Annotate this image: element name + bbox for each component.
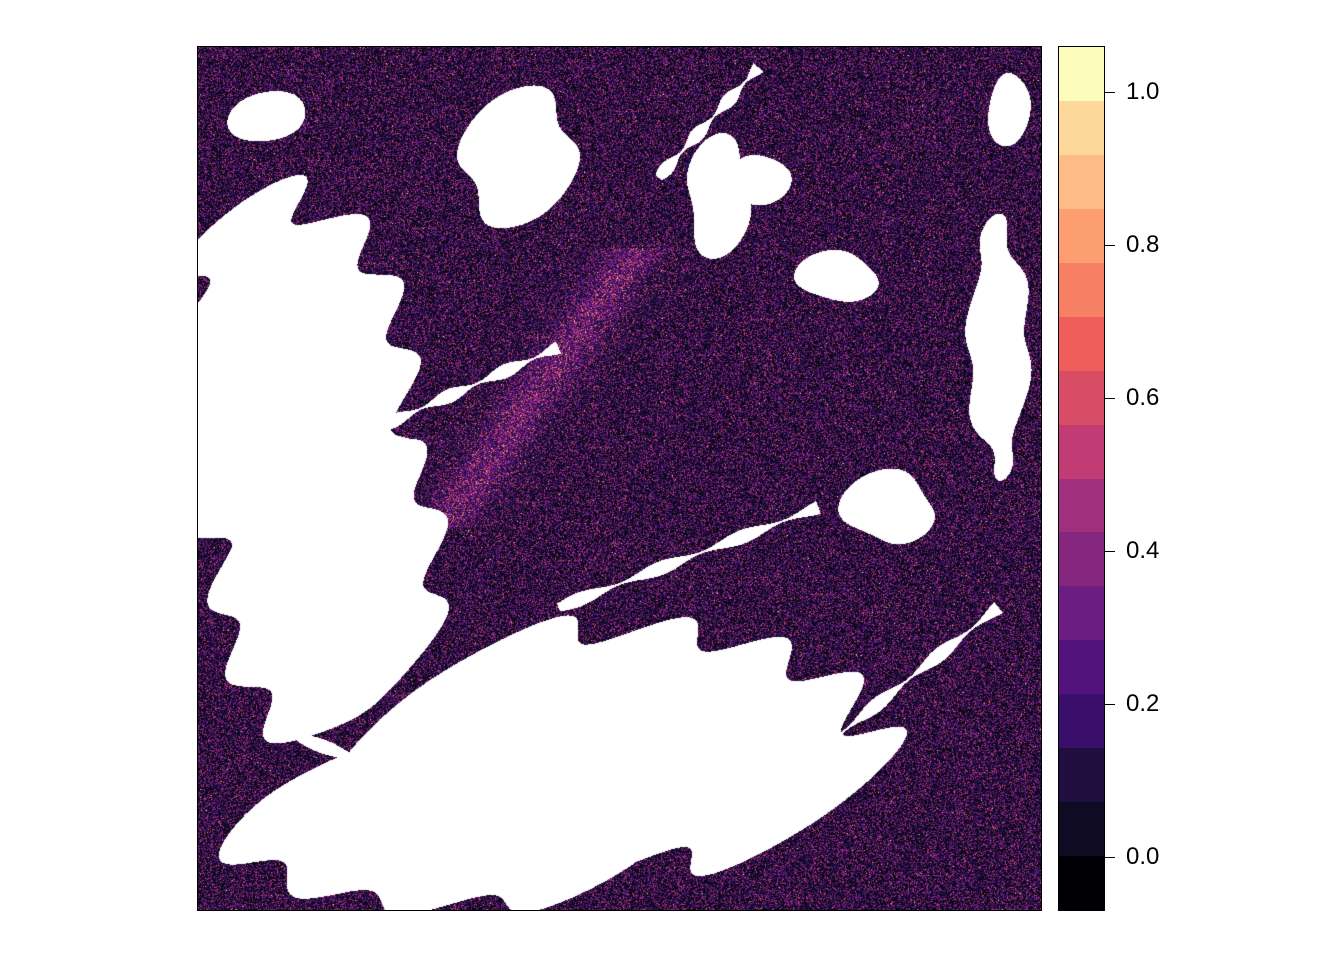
legend-bin-6 bbox=[1059, 532, 1104, 587]
legend-bin-11 bbox=[1059, 262, 1104, 317]
legend-bin-2 bbox=[1059, 748, 1104, 803]
legend-bin-4 bbox=[1059, 640, 1104, 695]
legend-bin-9 bbox=[1059, 370, 1104, 425]
legend-tick-mark bbox=[1105, 91, 1115, 93]
legend-bin-12 bbox=[1059, 208, 1104, 263]
legend-bin-10 bbox=[1059, 316, 1104, 371]
legend-bin-15 bbox=[1059, 47, 1104, 101]
legend-tick-mark bbox=[1105, 704, 1115, 706]
legend-tick-label: 0.2 bbox=[1126, 690, 1160, 718]
legend-tick-label: 0.0 bbox=[1126, 843, 1160, 871]
legend-tick-label: 0.8 bbox=[1126, 231, 1160, 259]
raster-map-panel bbox=[197, 46, 1042, 911]
legend-tick-mark bbox=[1105, 551, 1115, 553]
legend-tick-mark bbox=[1105, 398, 1115, 400]
legend-tick-label: 1.0 bbox=[1126, 77, 1160, 105]
legend-bin-8 bbox=[1059, 424, 1104, 479]
legend-bin-1 bbox=[1059, 802, 1104, 857]
legend-tick-label: 0.6 bbox=[1126, 384, 1160, 412]
legend-bin-3 bbox=[1059, 694, 1104, 749]
legend-tick-label: 0.4 bbox=[1126, 537, 1160, 565]
legend-tick-mark bbox=[1105, 245, 1115, 247]
legend-bin-5 bbox=[1059, 586, 1104, 641]
legend-bin-7 bbox=[1059, 478, 1104, 533]
legend-bin-13 bbox=[1059, 154, 1104, 209]
legend-bin-0 bbox=[1059, 856, 1104, 910]
raster-image bbox=[198, 47, 1041, 910]
color-legend-bar bbox=[1058, 46, 1105, 911]
legend-tick-mark bbox=[1105, 857, 1115, 859]
legend-bin-14 bbox=[1059, 100, 1104, 155]
